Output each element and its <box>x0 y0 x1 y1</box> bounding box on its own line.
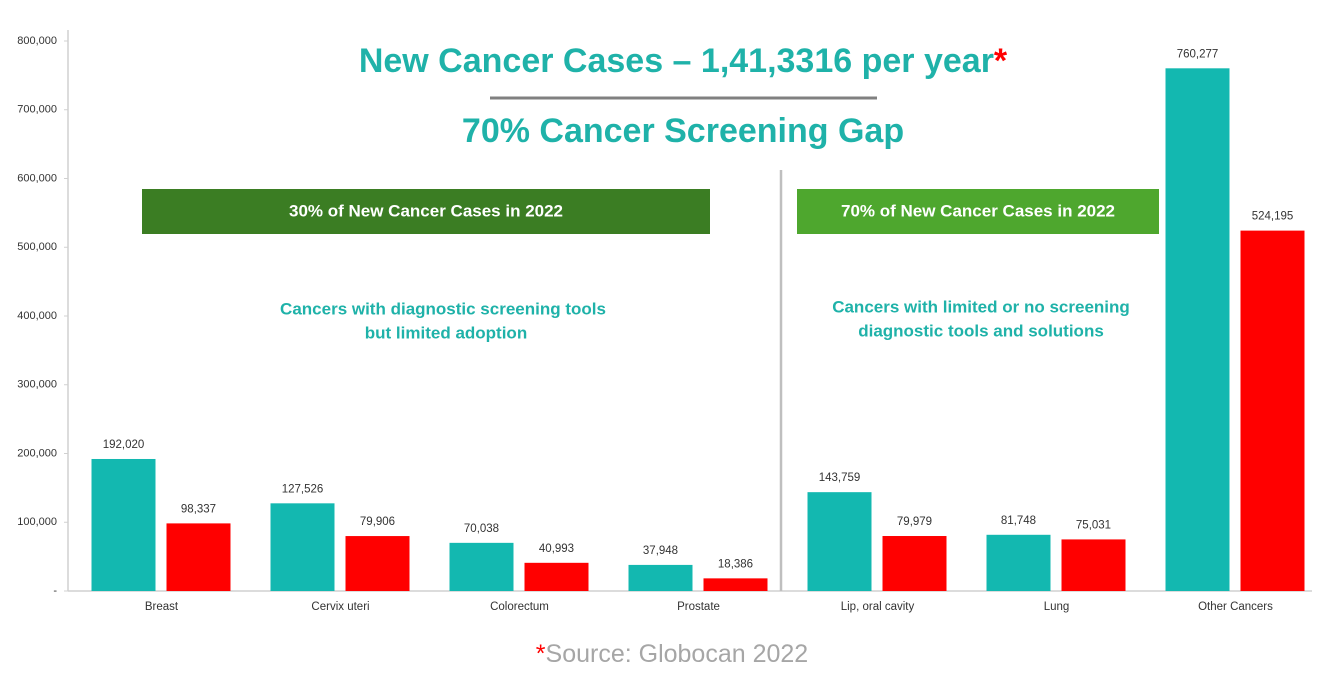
chart-subtitle: 70% Cancer Screening Gap <box>462 112 904 150</box>
value-label: 81,748 <box>1001 515 1036 527</box>
x-tick-label: Breast <box>145 601 179 613</box>
banner-text: 70% of New Cancer Cases in 2022 <box>841 201 1115 220</box>
banner-box <box>142 189 710 234</box>
y-tick-label: 300,000 <box>17 379 57 391</box>
y-tick-label: 500,000 <box>17 241 57 253</box>
bar <box>524 562 589 591</box>
bar <box>703 578 768 591</box>
banner-box <box>797 189 1159 234</box>
title-text: New Cancer Cases – 1,41,3316 per year <box>359 42 994 80</box>
bar <box>270 503 335 591</box>
y-tick-label: 400,000 <box>17 310 57 322</box>
x-tick-label: Other Cancers <box>1198 601 1273 613</box>
bar <box>1061 539 1126 591</box>
bar <box>628 564 693 591</box>
bar <box>166 523 231 591</box>
bar <box>1240 230 1305 591</box>
x-tick-label: Colorectum <box>490 601 549 613</box>
x-tick-label: Lung <box>1044 601 1070 613</box>
title-marker: * <box>994 42 1008 80</box>
banner-text: 30% of New Cancer Cases in 2022 <box>289 201 563 220</box>
y-tick-label: 100,000 <box>17 516 57 528</box>
bar <box>807 492 872 591</box>
source: *Source: Globocan 2022 <box>536 640 808 668</box>
x-tick-label: Lip, oral cavity <box>841 601 915 613</box>
bar <box>91 458 156 591</box>
value-label: 18,386 <box>718 558 753 570</box>
value-label: 143,759 <box>819 472 861 484</box>
value-label: 79,979 <box>897 516 932 528</box>
y-tick-label: 800,000 <box>17 35 57 47</box>
y-tick-label: 700,000 <box>17 104 57 116</box>
source-text: Source: Globocan 2022 <box>546 640 809 668</box>
value-label: 40,993 <box>539 543 574 555</box>
bar <box>882 536 947 591</box>
bar <box>449 542 514 591</box>
group-note: Cancers with limited or no screening <box>832 297 1130 316</box>
value-label: 98,337 <box>181 503 216 515</box>
x-tick-label: Prostate <box>677 601 720 613</box>
value-label: 79,906 <box>360 516 395 528</box>
y-tick-label: 600,000 <box>17 172 57 184</box>
group-note: diagnostic tools and solutions <box>858 321 1104 340</box>
y-tick-label: - <box>53 585 57 597</box>
bar <box>986 534 1051 591</box>
value-label: 75,031 <box>1076 519 1111 531</box>
value-label: 70,038 <box>464 523 499 535</box>
chart-title: New Cancer Cases – 1,41,3316 per year* <box>359 42 1008 80</box>
bar <box>345 536 410 591</box>
x-tick-label: Cervix uteri <box>311 601 369 613</box>
value-label: 192,020 <box>103 439 145 451</box>
y-tick-label: 200,000 <box>17 447 57 459</box>
group-note: but limited adoption <box>365 323 527 342</box>
source-marker: * <box>536 640 546 668</box>
value-label: 37,948 <box>643 545 678 557</box>
bar <box>1165 68 1230 591</box>
group-note: Cancers with diagnostic screening tools <box>280 299 606 318</box>
value-label: 127,526 <box>282 483 324 495</box>
value-label: 760,277 <box>1177 48 1219 60</box>
value-label: 524,195 <box>1252 211 1294 223</box>
